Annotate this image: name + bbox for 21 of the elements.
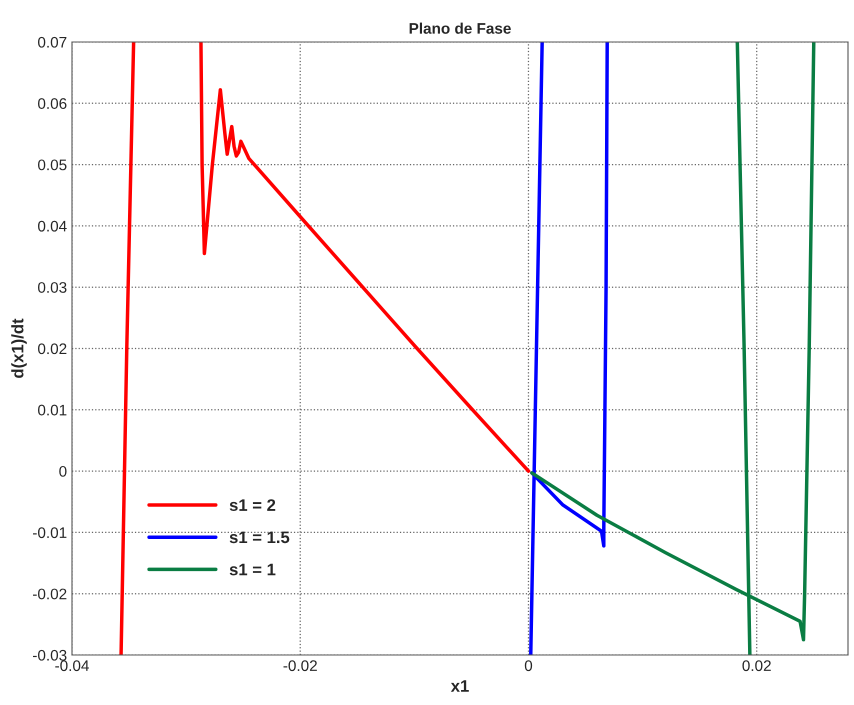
- x-axis-title: x1: [450, 680, 469, 692]
- y-tick-label: -0.02: [33, 588, 66, 600]
- x-tick-label: 0.02: [742, 660, 771, 672]
- legend-label: s1 = 2: [230, 499, 276, 511]
- legend-label: s1 = 1.5: [230, 532, 290, 544]
- legend-label: s1 = 1: [230, 564, 276, 576]
- y-tick-label: 0.05: [38, 159, 66, 170]
- y-tick-label: -0.03: [33, 650, 66, 661]
- y-tick-label: 0.07: [38, 36, 66, 48]
- y-tick-label: -0.01: [33, 527, 66, 538]
- x-tick-label: 0: [524, 660, 532, 672]
- y-tick-label: 0.02: [38, 343, 66, 354]
- y-axis-title: d(x1)/dt: [11, 318, 27, 378]
- x-tick-label: -0.02: [284, 660, 317, 672]
- y-tick-label: 0.06: [38, 98, 66, 109]
- x-tick-label: -0.04: [55, 660, 89, 672]
- y-tick-label: 0: [59, 466, 67, 477]
- chart-title: Plano de Fase: [410, 22, 511, 34]
- y-tick-label: 0.04: [38, 220, 67, 232]
- y-tick-label: 0.03: [38, 282, 66, 293]
- y-tick-label: 0.01: [38, 404, 66, 416]
